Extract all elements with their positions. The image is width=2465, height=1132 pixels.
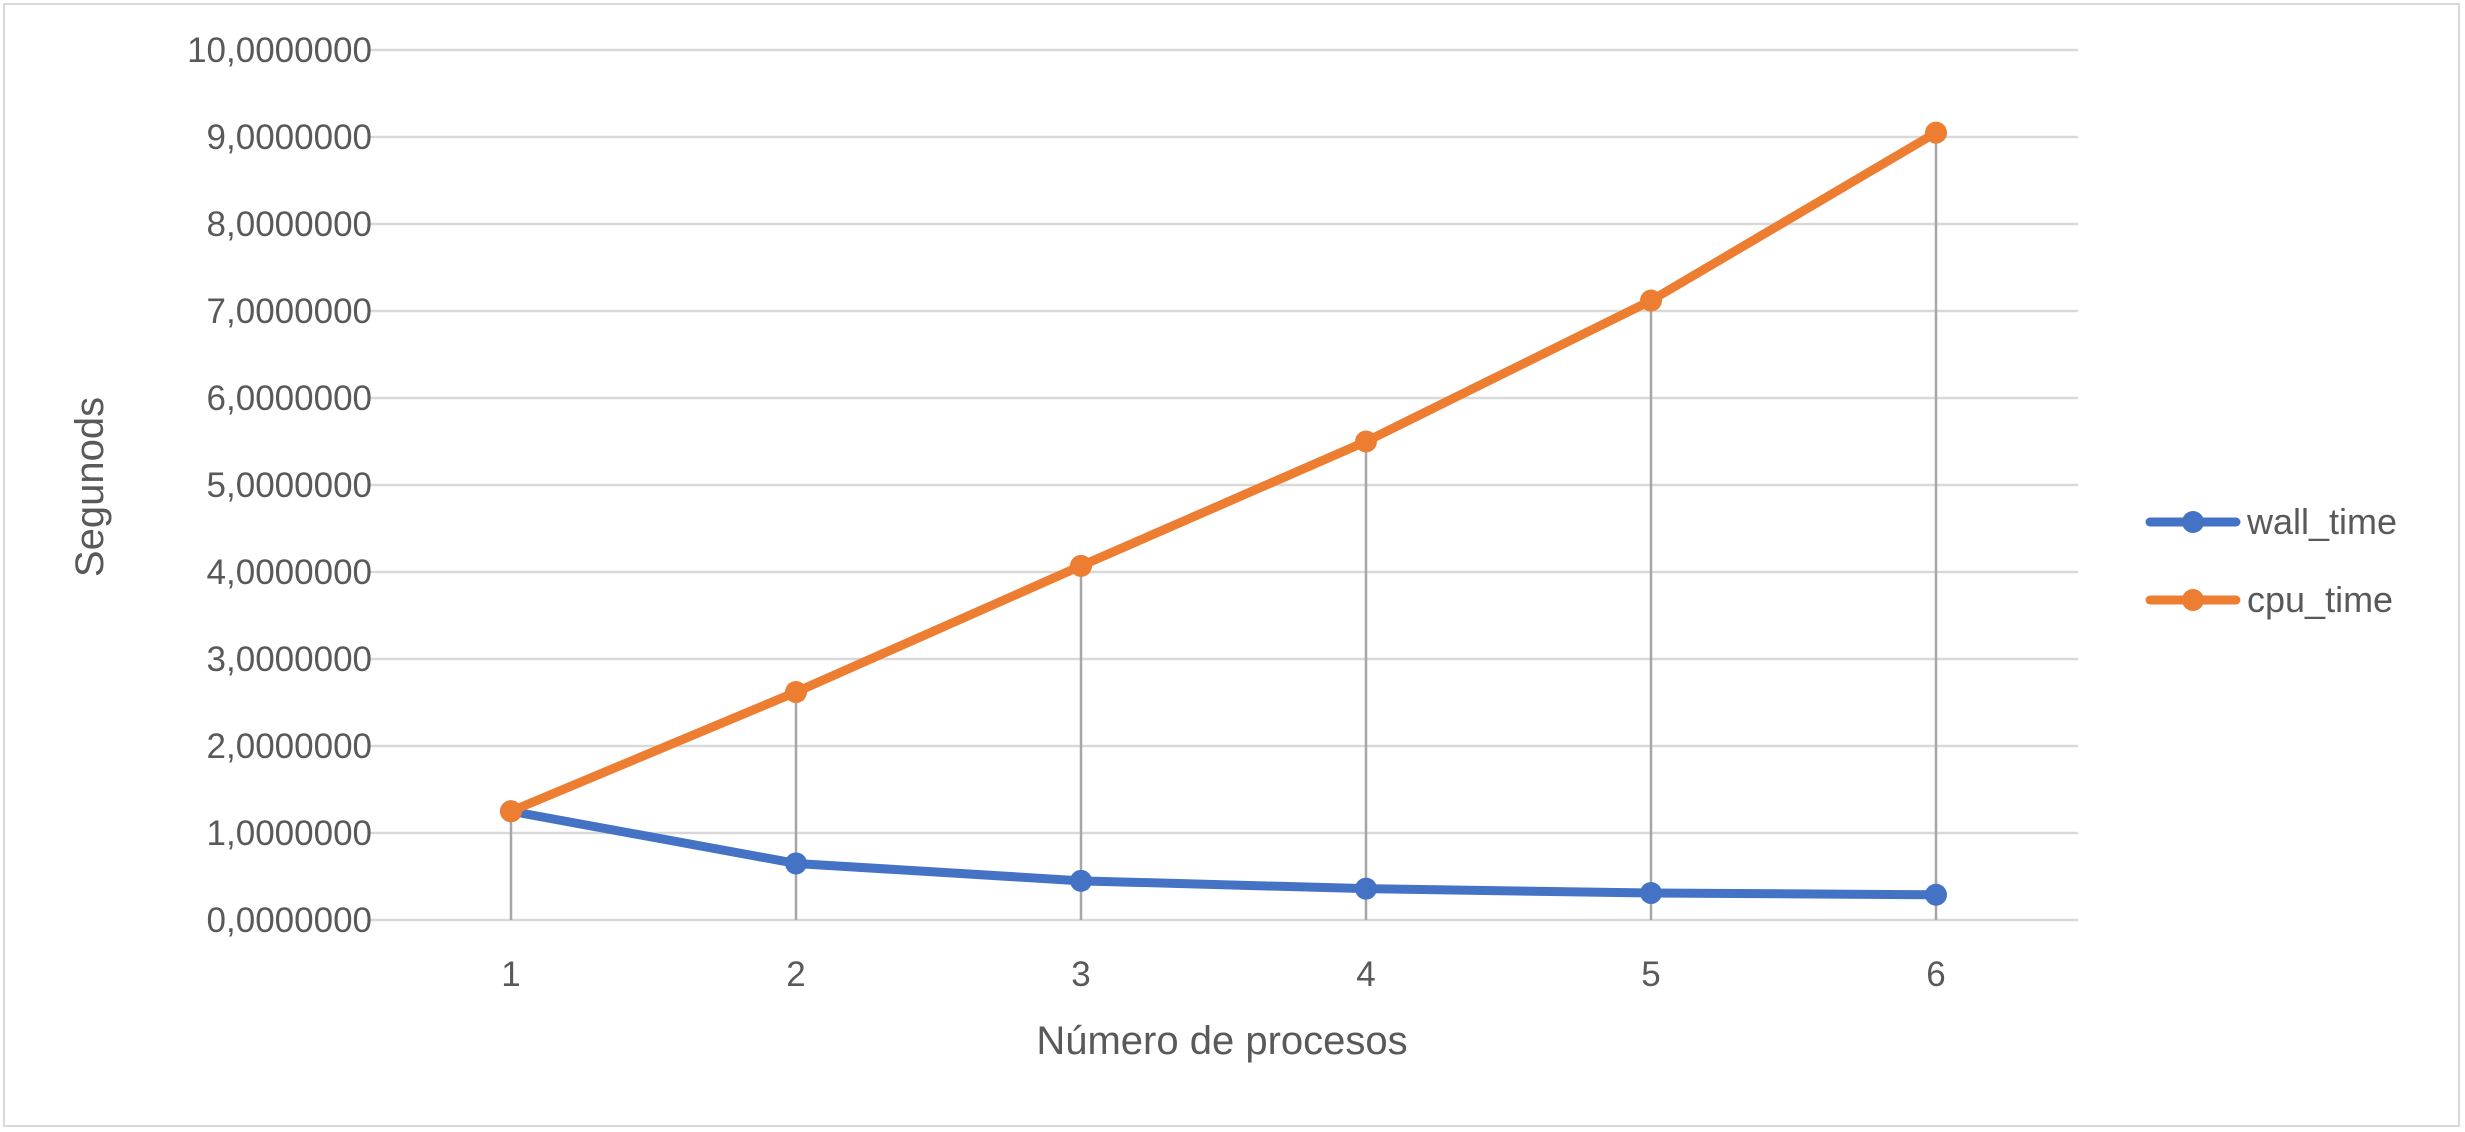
drop-lines bbox=[509, 132, 1938, 920]
data-point bbox=[1640, 882, 1662, 905]
x-tick-label: 4 bbox=[1356, 955, 1375, 994]
legend-item-cpu_time: cpu_time bbox=[2145, 579, 2393, 620]
legend-marker bbox=[2182, 511, 2204, 533]
series-group bbox=[500, 121, 1947, 906]
data-point bbox=[1070, 554, 1092, 577]
legend-label: cpu_time bbox=[2247, 579, 2393, 620]
data-point bbox=[1640, 289, 1662, 312]
data-point bbox=[1925, 883, 1947, 906]
series-line bbox=[506, 806, 1941, 900]
y-tick-label: 10,0000000 bbox=[187, 31, 372, 70]
gridlines bbox=[368, 48, 2078, 922]
y-tick-label: 0,0000000 bbox=[207, 901, 372, 940]
data-point bbox=[1070, 869, 1092, 892]
y-tick-label: 2,0000000 bbox=[207, 727, 372, 766]
legend-item-wall_time: wall_time bbox=[2145, 501, 2397, 542]
y-axis-title: Segunods bbox=[68, 397, 112, 577]
x-axis-ticks: 1 2 3 4 5 6 bbox=[501, 955, 1945, 994]
y-tick-label: 8,0000000 bbox=[207, 205, 372, 244]
legend: wall_time cpu_time bbox=[2145, 501, 2397, 620]
legend-marker bbox=[2182, 589, 2204, 611]
y-tick-label: 6,0000000 bbox=[207, 379, 372, 418]
legend-label: wall_time bbox=[2246, 501, 2397, 542]
series-wall_time bbox=[500, 800, 1947, 906]
series-line bbox=[506, 128, 1941, 816]
y-axis-ticks: 0,0000000 1,0000000 2,0000000 3,0000000 4,00… bbox=[187, 31, 372, 940]
x-tick-label: 5 bbox=[1641, 955, 1660, 994]
y-tick-label: 5,0000000 bbox=[207, 466, 372, 505]
y-tick-label: 9,0000000 bbox=[207, 118, 372, 157]
data-point bbox=[785, 681, 807, 704]
data-point bbox=[785, 852, 807, 875]
chart-frame bbox=[3, 3, 2460, 1127]
series-cpu_time bbox=[500, 121, 1947, 823]
data-point bbox=[1355, 877, 1377, 900]
x-axis-title: Número de procesos bbox=[1036, 1019, 1407, 1063]
data-point bbox=[1925, 121, 1947, 144]
y-tick-label: 1,0000000 bbox=[207, 814, 372, 853]
x-tick-label: 6 bbox=[1926, 955, 1945, 994]
y-tick-label: 7,0000000 bbox=[207, 292, 372, 331]
y-tick-label: 3,0000000 bbox=[207, 640, 372, 679]
y-tick-label: 4,0000000 bbox=[207, 553, 372, 592]
data-point bbox=[500, 800, 522, 823]
data-point bbox=[1355, 430, 1377, 453]
x-tick-label: 2 bbox=[786, 955, 805, 994]
x-tick-label: 3 bbox=[1071, 955, 1090, 994]
x-tick-label: 1 bbox=[501, 955, 520, 994]
